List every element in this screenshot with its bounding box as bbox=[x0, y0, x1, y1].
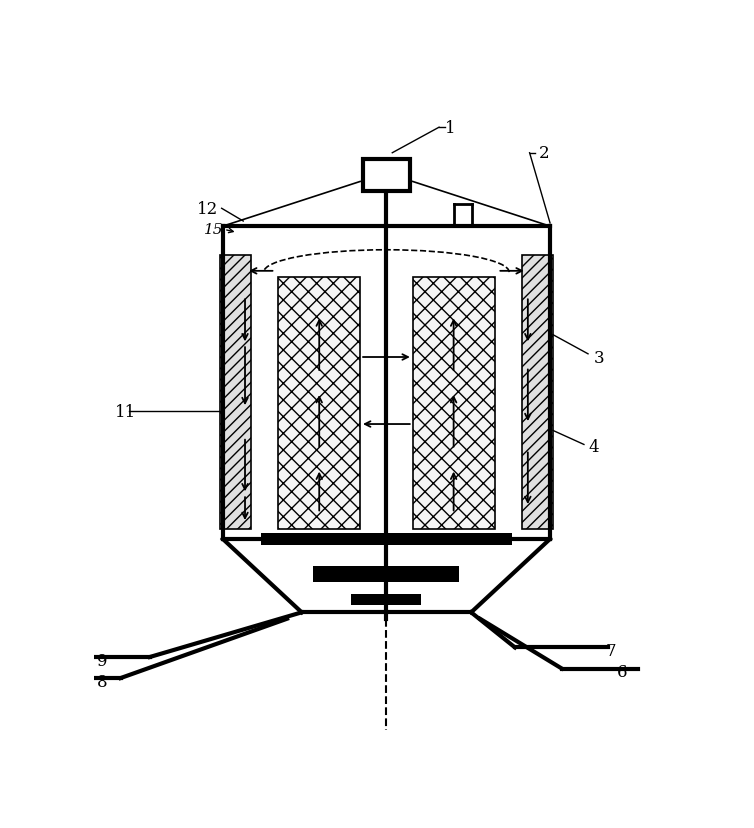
Bar bbox=[351, 595, 421, 605]
Bar bbox=[363, 160, 410, 192]
Bar bbox=[261, 533, 512, 546]
Bar bbox=[314, 566, 459, 582]
Text: 15: 15 bbox=[204, 223, 224, 237]
Bar bbox=[220, 256, 251, 530]
Text: 2: 2 bbox=[538, 145, 549, 162]
Text: 7: 7 bbox=[605, 643, 616, 659]
Bar bbox=[522, 256, 553, 530]
Text: 8: 8 bbox=[97, 674, 108, 691]
Bar bbox=[278, 278, 360, 530]
Text: 9: 9 bbox=[97, 652, 108, 669]
Text: 4: 4 bbox=[588, 438, 599, 455]
Text: 12: 12 bbox=[197, 200, 218, 218]
Bar bbox=[412, 278, 495, 530]
Text: 1: 1 bbox=[445, 119, 455, 137]
Text: 3: 3 bbox=[594, 349, 605, 366]
Text: 11: 11 bbox=[115, 403, 136, 421]
Text: 6: 6 bbox=[618, 663, 628, 681]
